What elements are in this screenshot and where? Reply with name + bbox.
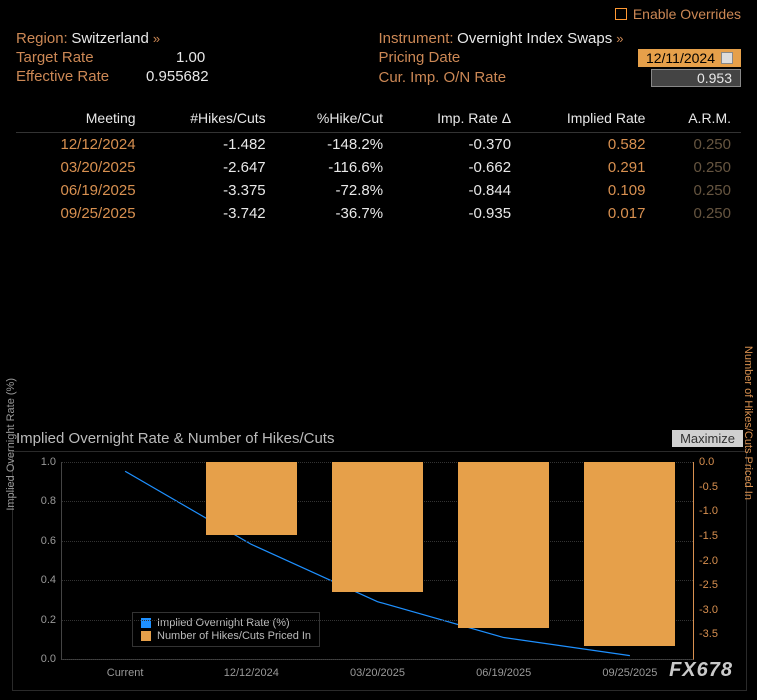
effective-rate-value: 0.955682 [146,68,209,85]
xtick: Current [107,667,144,679]
table-cell: -148.2% [276,133,393,157]
ytick-right: -2.0 [699,555,731,567]
xtick: 12/12/2024 [224,667,279,679]
table-cell: 0.250 [655,133,741,157]
table-header[interactable]: #Hikes/Cuts [146,107,276,133]
cur-imp-rate-value[interactable]: 0.953 [651,69,741,87]
ytick-left: 1.0 [26,456,56,468]
ytick-right: -1.5 [699,530,731,542]
target-rate-value: 1.00 [176,49,205,66]
ytick-right: -3.5 [699,628,731,640]
ytick-right: -0.5 [699,481,731,493]
table-cell: -2.647 [146,156,276,179]
table-cell: 0.017 [521,202,655,225]
pricing-date-input[interactable]: 12/11/2024 [638,49,741,67]
right-y-axis-label: Number of Hikes/Cuts Priced In [742,346,754,500]
instrument-selector[interactable]: Instrument: Overnight Index Swaps » [379,30,742,47]
table-row[interactable]: 03/20/2025-2.647-116.6%-0.6620.2910.250 [16,156,741,179]
table-cell: -0.844 [393,179,521,202]
chart-legend: Implied Overnight Rate (%)Number of Hike… [132,612,320,647]
left-y-axis-label: Implied Overnight Rate (%) [5,378,17,511]
maximize-button[interactable]: Maximize [672,430,743,447]
ytick-left: 0.8 [26,495,56,507]
table-cell: 0.582 [521,133,655,157]
table-cell: 12/12/2024 [16,133,146,157]
table-cell: -72.8% [276,179,393,202]
enable-overrides-label: Enable Overrides [633,6,741,22]
instrument-value: Overnight Index Swaps [457,30,612,47]
ytick-left: 0.6 [26,535,56,547]
table-cell: 0.250 [655,179,741,202]
instrument-label: Instrument: [379,30,454,47]
ytick-left: 0.4 [26,574,56,586]
table-row[interactable]: 12/12/2024-1.482-148.2%-0.3700.5820.250 [16,133,741,157]
xtick: 09/25/2025 [602,667,657,679]
table-header[interactable]: Meeting [16,107,146,133]
table-cell: -0.370 [393,133,521,157]
bar [206,462,297,535]
region-label: Region: [16,30,68,47]
chevron-right-icon: » [616,31,623,46]
calendar-icon[interactable] [721,52,733,64]
table-row[interactable]: 09/25/2025-3.742-36.7%-0.9350.0170.250 [16,202,741,225]
pricing-date-label: Pricing Date [379,49,539,67]
table-header[interactable]: %Hike/Cut [276,107,393,133]
chart-title: Implied Overnight Rate & Number of Hikes… [16,430,334,447]
cur-imp-rate-label: Cur. Imp. O/N Rate [379,69,539,87]
rates-table: Meeting#Hikes/Cuts%Hike/CutImp. Rate ΔIm… [16,107,741,225]
table-cell: -36.7% [276,202,393,225]
table-cell: -0.935 [393,202,521,225]
table-cell: 03/20/2025 [16,156,146,179]
bar [584,462,675,646]
legend-swatch [141,631,151,641]
bar [332,462,423,592]
legend-label: Number of Hikes/Cuts Priced In [157,630,311,642]
ytick-left: 0.0 [26,653,56,665]
chevron-right-icon: » [153,31,160,46]
table-cell: -1.482 [146,133,276,157]
region-selector[interactable]: Region: Switzerland » [16,30,379,47]
enable-overrides-checkbox[interactable] [615,8,627,20]
ytick-right: -3.0 [699,604,731,616]
pricing-date-value: 12/11/2024 [646,50,715,66]
chart-area[interactable]: Implied Overnight Rate (%) Number of Hik… [12,451,747,691]
xtick: 03/20/2025 [350,667,405,679]
table-cell: 0.109 [521,179,655,202]
table-header[interactable]: A.R.M. [655,107,741,133]
table-cell: 0.250 [655,156,741,179]
table-cell: 0.291 [521,156,655,179]
table-row[interactable]: 06/19/2025-3.375-72.8%-0.8440.1090.250 [16,179,741,202]
ytick-right: -1.0 [699,505,731,517]
table-cell: -116.6% [276,156,393,179]
bar [458,462,549,628]
table-cell: -3.375 [146,179,276,202]
target-rate-label: Target Rate [16,49,146,66]
watermark: FX678 [669,659,733,682]
table-cell: -0.662 [393,156,521,179]
effective-rate-label: Effective Rate [16,68,146,85]
table-cell: 0.250 [655,202,741,225]
region-value: Switzerland [71,30,149,47]
ytick-left: 0.2 [26,614,56,626]
table-header[interactable]: Implied Rate [521,107,655,133]
ytick-right: 0.0 [699,456,731,468]
xtick: 06/19/2025 [476,667,531,679]
table-cell: 09/25/2025 [16,202,146,225]
table-cell: -3.742 [146,202,276,225]
table-cell: 06/19/2025 [16,179,146,202]
table-header[interactable]: Imp. Rate Δ [393,107,521,133]
ytick-right: -2.5 [699,579,731,591]
